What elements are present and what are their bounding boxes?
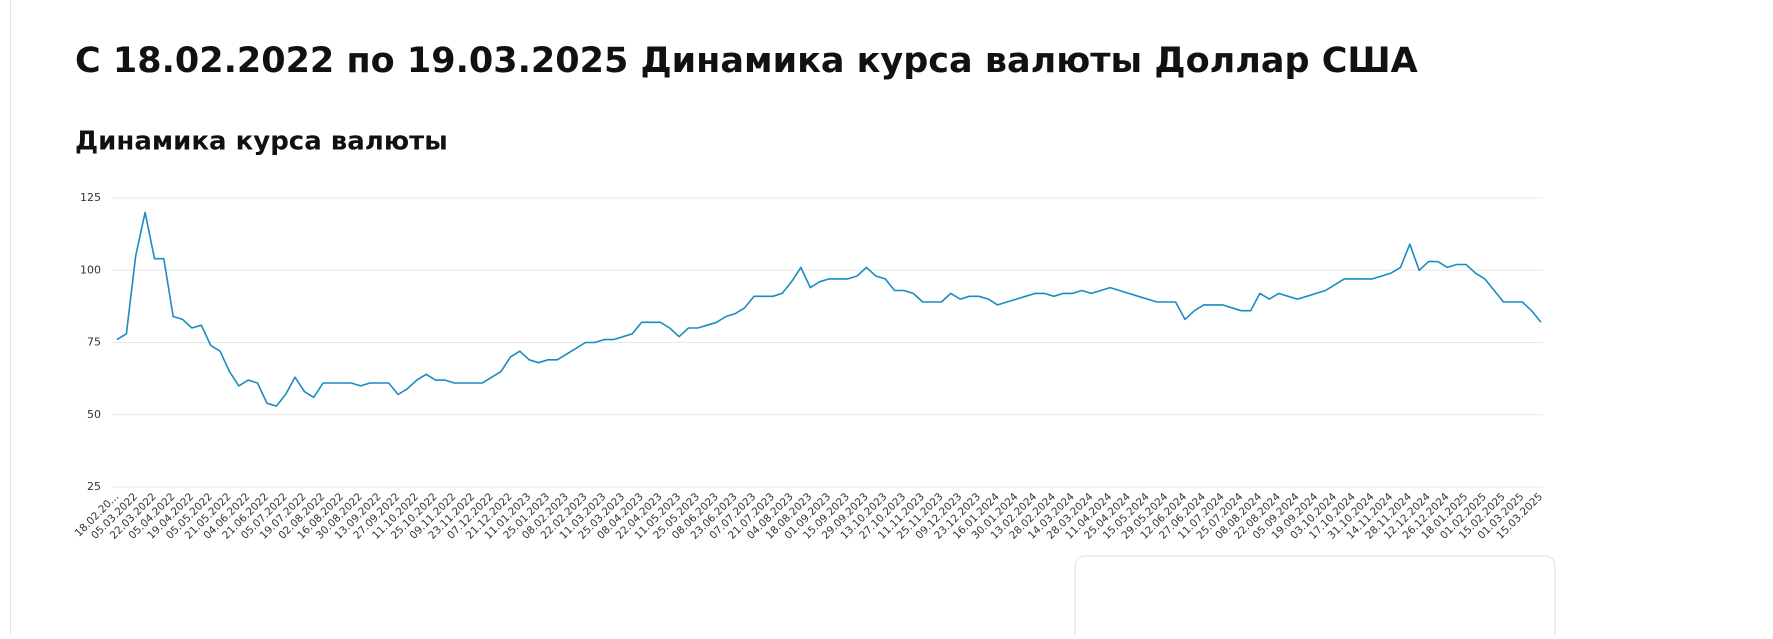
y-tick-label: 25 [87, 480, 101, 493]
y-tick-label: 50 [87, 408, 101, 421]
line [116, 211, 1542, 407]
y-tick-label: 100 [80, 263, 101, 276]
page-heading: С 18.02.2022 по 19.03.2025 Динамика курс… [75, 41, 1418, 81]
y-tick-label: 125 [80, 191, 101, 204]
panel [1074, 555, 1556, 639]
chart-title: Динамика курса валюты [75, 127, 448, 157]
y-tick-label: 75 [87, 336, 101, 349]
